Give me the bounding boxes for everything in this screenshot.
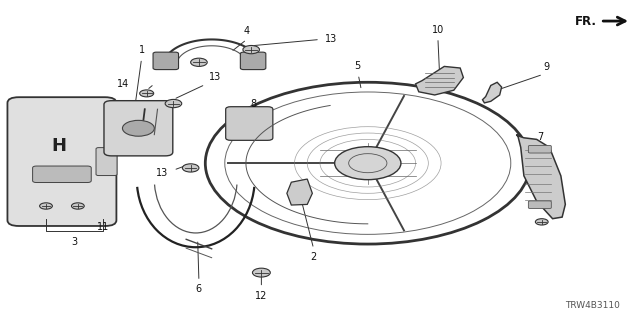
- Text: 6: 6: [196, 284, 202, 294]
- Circle shape: [165, 100, 182, 108]
- Text: 3: 3: [72, 237, 77, 247]
- Circle shape: [335, 147, 401, 180]
- Text: 7: 7: [537, 132, 543, 142]
- Polygon shape: [415, 67, 463, 95]
- Circle shape: [122, 120, 154, 136]
- FancyBboxPatch shape: [33, 166, 92, 182]
- Text: 10: 10: [432, 25, 444, 35]
- Text: TRW4B3110: TRW4B3110: [564, 301, 620, 310]
- Circle shape: [252, 268, 270, 277]
- Circle shape: [72, 203, 84, 209]
- Text: 2: 2: [310, 252, 317, 262]
- FancyBboxPatch shape: [96, 148, 117, 176]
- Polygon shape: [516, 135, 565, 219]
- Text: 14: 14: [116, 79, 129, 89]
- Polygon shape: [287, 179, 312, 205]
- Text: 8: 8: [250, 99, 256, 109]
- FancyBboxPatch shape: [226, 107, 273, 140]
- Text: 11: 11: [97, 222, 109, 232]
- FancyBboxPatch shape: [241, 52, 266, 69]
- Text: 13: 13: [325, 34, 337, 44]
- FancyBboxPatch shape: [8, 97, 116, 226]
- Text: 1: 1: [138, 45, 145, 55]
- FancyBboxPatch shape: [104, 101, 173, 156]
- Circle shape: [182, 164, 199, 172]
- FancyBboxPatch shape: [153, 52, 179, 69]
- Text: 13: 13: [156, 168, 168, 178]
- Text: 5: 5: [354, 61, 360, 71]
- Text: 13: 13: [209, 72, 221, 82]
- Polygon shape: [483, 82, 502, 103]
- Text: H: H: [51, 137, 66, 155]
- Text: 12: 12: [255, 291, 268, 301]
- Circle shape: [536, 219, 548, 225]
- Text: 9: 9: [543, 62, 549, 72]
- Circle shape: [243, 45, 259, 54]
- FancyBboxPatch shape: [529, 145, 551, 153]
- Text: 4: 4: [244, 26, 250, 36]
- Text: FR.: FR.: [575, 14, 596, 28]
- Circle shape: [191, 58, 207, 67]
- FancyBboxPatch shape: [529, 201, 551, 209]
- Circle shape: [140, 90, 154, 97]
- Circle shape: [40, 203, 52, 209]
